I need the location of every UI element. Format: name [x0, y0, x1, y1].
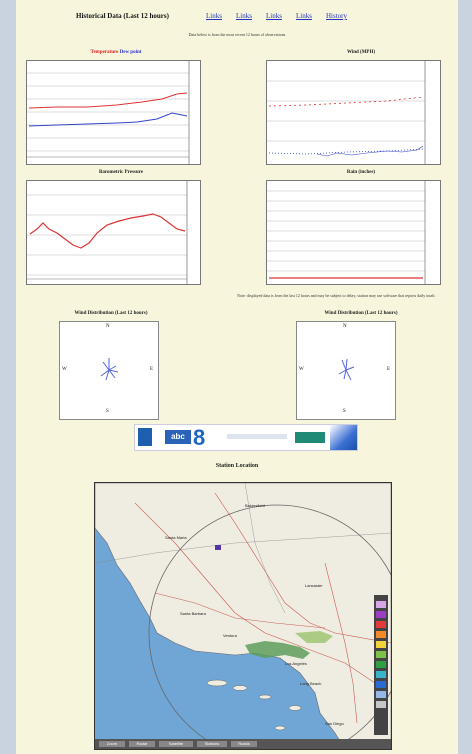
temperature-chart	[26, 60, 201, 165]
banner-graphic	[330, 425, 357, 450]
map-btn-satellite[interactable]: Satellite	[159, 741, 193, 747]
map-label-5: Ventura	[223, 633, 237, 638]
wind-rose-right: N S W E	[296, 321, 396, 420]
rose-left-s: S	[106, 409, 109, 414]
wind-chart	[266, 60, 441, 165]
station-map[interactable]: Santa Maria Bakersfield Lancaster Santa …	[94, 482, 392, 750]
rose-right-w: W	[299, 367, 304, 372]
rose-left-svg	[100, 358, 119, 381]
page-title: Historical Data (Last 12 hours)	[76, 12, 169, 20]
pressure-chart	[26, 180, 201, 285]
chart-pressure-title: Barometric Pressure	[98, 170, 143, 175]
map-btn-roads[interactable]: Roads	[231, 741, 257, 747]
rose-left-w: W	[62, 367, 67, 372]
banner-button[interactable]	[295, 432, 325, 443]
rose-right-n: N	[343, 324, 347, 329]
rose-left-n: N	[106, 324, 110, 329]
station-marker-icon[interactable]	[215, 545, 221, 550]
map-svg	[95, 483, 391, 749]
rain-chart-svg	[267, 181, 426, 284]
header-link-history[interactable]: History	[326, 12, 347, 20]
map-btn-zoom[interactable]: Zoom	[99, 741, 125, 747]
rose-right-s: S	[343, 409, 346, 414]
rose-right-svg	[338, 358, 355, 381]
temp-legend: Temperature	[90, 50, 119, 55]
map-land	[95, 483, 391, 749]
map-label-1: Santa Maria	[165, 535, 187, 540]
chart-temp-title: Temperature Dew point	[36, 50, 196, 55]
radar-color-legend	[374, 595, 388, 735]
header-link-1[interactable]: Links	[206, 12, 222, 20]
map-label-6: Los Angeles	[285, 661, 307, 666]
temperature-chart-svg	[27, 61, 190, 164]
rose-right-e: E	[387, 367, 391, 372]
dew-legend: Dew point	[119, 50, 142, 55]
rose-left-title: Wind Distribution (Last 12 hours)	[74, 311, 148, 316]
map-label-2: Bakersfield	[245, 503, 265, 508]
wind-chart-svg	[267, 61, 426, 164]
rose-left-e: E	[150, 367, 154, 372]
rose-right-title: Wind Distribution (Last 12 hours)	[324, 311, 398, 316]
header-link-4[interactable]: Links	[296, 12, 312, 20]
banner-number: 8	[193, 425, 206, 450]
map-label-8: San Diego	[325, 721, 344, 726]
map-btn-stations[interactable]: Stations	[197, 741, 227, 747]
page-content: Historical Data (Last 12 hours) Links Li…	[16, 0, 458, 754]
banner-text-strip	[227, 434, 287, 439]
banner-logo-icon	[138, 428, 152, 446]
map-label-7: Long Beach	[300, 681, 322, 686]
header-link-3[interactable]: Links	[266, 12, 282, 20]
pressure-chart-svg	[27, 181, 188, 284]
map-toolbar: Zoom Radar Satellite Stations Roads	[95, 739, 391, 749]
data-note: Note: displayed data is from the last 12…	[237, 293, 435, 298]
chart-wind-title: Wind (MPH)	[346, 50, 376, 55]
station-banner[interactable]: abc 8	[134, 424, 358, 451]
map-label-3: Lancaster	[305, 583, 323, 588]
map-label-4: Santa Barbara	[180, 611, 206, 616]
wind-rose-left: N S W E	[59, 321, 159, 420]
chart-rain-title: Rain (inches)	[346, 170, 376, 175]
page-subtitle: Data below is from the most recent 12 ho…	[188, 32, 286, 37]
station-location-title: Station Location	[215, 463, 259, 469]
banner-badge: abc	[165, 430, 191, 444]
map-btn-radar[interactable]: Radar	[129, 741, 155, 747]
header-bar: Historical Data (Last 12 hours) Links Li…	[16, 12, 458, 26]
header-link-2[interactable]: Links	[236, 12, 252, 20]
rain-chart	[266, 180, 441, 285]
